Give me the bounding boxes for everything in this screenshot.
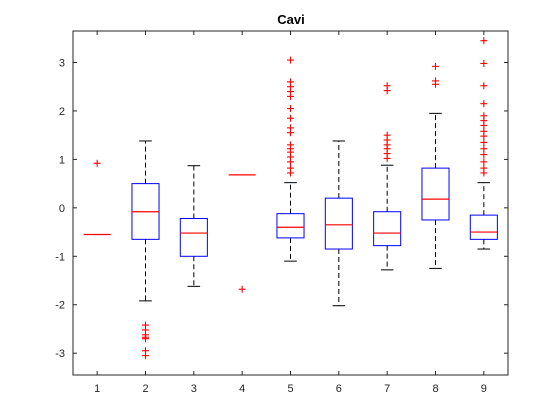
x-tick-label: 5 [287, 383, 293, 395]
box [421, 167, 450, 221]
plot-area: -3 -2 -1 0 1 2 3 1 2 3 4 5 6 7 8 9 [55, 31, 508, 395]
y-tick-label: 3 [59, 57, 65, 69]
y-tick-label: 0 [59, 203, 65, 215]
box [179, 218, 208, 257]
y-tick-label: 1 [59, 154, 65, 166]
y-tick-label: -1 [55, 251, 65, 263]
axes-box [72, 30, 509, 376]
y-tick-label: -3 [55, 348, 65, 360]
x-tick-label: 8 [432, 383, 438, 395]
x-tick-label: 9 [481, 383, 487, 395]
chart-title: Cavi [277, 12, 304, 27]
box [276, 213, 305, 239]
x-tick-label: 3 [191, 383, 197, 395]
x-tick-label: 1 [94, 383, 100, 395]
x-tick-label: 7 [384, 383, 390, 395]
y-tick-label: 2 [59, 106, 65, 118]
y-tick-label: -2 [55, 300, 65, 312]
x-tick-label: 4 [239, 383, 245, 395]
x-tick-label: 6 [336, 383, 342, 395]
box [373, 211, 402, 247]
x-tick-label: 2 [142, 383, 148, 395]
box [469, 214, 498, 240]
box [324, 197, 353, 250]
